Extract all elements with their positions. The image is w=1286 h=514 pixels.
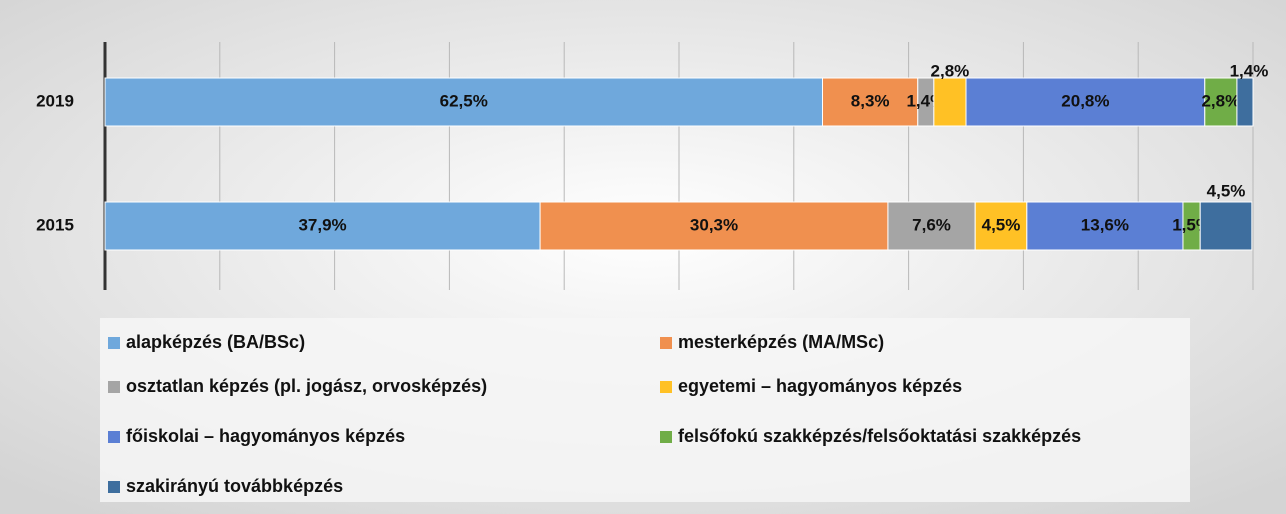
- legend-swatch: [108, 481, 120, 493]
- legend-label: főiskolai – hagyományos képzés: [126, 426, 405, 446]
- bar-segment: [539, 201, 889, 251]
- bar-segment: [965, 77, 1206, 127]
- data-label: 1,4%: [1230, 61, 1269, 80]
- data-label: 2,8%: [931, 61, 970, 80]
- bar-segment: [933, 77, 967, 127]
- legend-swatch: [660, 381, 672, 393]
- data-label: 7,6%: [912, 215, 951, 234]
- bar-segment: [104, 201, 541, 251]
- data-label: 62,5%: [440, 91, 488, 110]
- data-label: 8,3%: [851, 91, 890, 110]
- data-label: 4,5%: [1207, 181, 1246, 200]
- legend-label: felsőfokú szakképzés/felsőoktatási szakk…: [678, 426, 1081, 446]
- legend-swatch: [660, 431, 672, 443]
- legend-box: [100, 318, 1190, 502]
- data-label: 20,8%: [1061, 91, 1109, 110]
- bar-segment: [1236, 77, 1254, 127]
- legend-label: egyetemi – hagyományos képzés: [678, 376, 962, 396]
- category-label: 2019: [36, 91, 74, 110]
- bar-segment: [1204, 77, 1238, 127]
- bar-segment: [887, 201, 976, 251]
- bar-segment: [104, 77, 823, 127]
- category-label: 2015: [36, 215, 74, 234]
- data-label: 37,9%: [298, 215, 346, 234]
- data-label: 30,3%: [690, 215, 738, 234]
- data-label: 2,8%: [1201, 91, 1240, 110]
- legend-label: osztatlan képzés (pl. jogász, orvosképzé…: [126, 376, 487, 396]
- bar-segment: [974, 201, 1028, 251]
- data-label: 4,5%: [982, 215, 1021, 234]
- bar-segment: [1026, 201, 1184, 251]
- bar-segment: [1199, 201, 1253, 251]
- legend-label: alapképzés (BA/BSc): [126, 332, 305, 352]
- data-label: 13,6%: [1081, 215, 1129, 234]
- legend-swatch: [108, 337, 120, 349]
- legend-label: szakirányú továbbképzés: [126, 476, 343, 496]
- legend-swatch: [660, 337, 672, 349]
- legend-swatch: [108, 431, 120, 443]
- legend-label: mesterképzés (MA/MSc): [678, 332, 884, 352]
- bar-segment: [822, 77, 919, 127]
- legend-swatch: [108, 381, 120, 393]
